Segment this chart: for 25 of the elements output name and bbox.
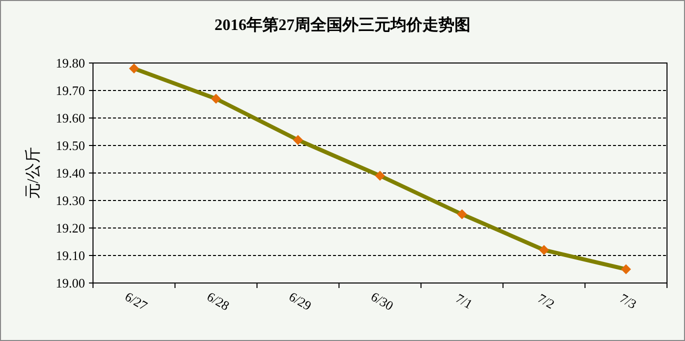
x-tick-label: 6/30 xyxy=(368,288,396,314)
chart-title: 2016年第27周全国外三元均价走势图 xyxy=(214,16,470,34)
x-tick-label: 7/2 xyxy=(535,290,558,312)
y-tick-label: 19.10 xyxy=(56,248,85,263)
y-tick-label: 19.70 xyxy=(56,83,85,98)
x-tick-label: 7/3 xyxy=(617,290,640,312)
y-tick-label: 19.20 xyxy=(56,220,85,236)
point xyxy=(539,245,549,255)
point xyxy=(211,94,221,104)
x-tick-label: 6/28 xyxy=(204,288,232,314)
y-tick-label: 19.40 xyxy=(56,166,85,180)
y-tick-label: 19.50 xyxy=(56,138,85,153)
point xyxy=(129,64,139,74)
x-tick-label: 6/27 xyxy=(122,288,150,314)
y-tick-label: 19.60 xyxy=(56,110,85,126)
point xyxy=(293,135,303,145)
point xyxy=(375,170,385,181)
x-tick-label: 7/1 xyxy=(453,290,476,312)
point xyxy=(457,209,467,220)
y-tick-label: 19.80 xyxy=(56,56,85,70)
y-axis-title: 元/公斤 xyxy=(24,146,42,200)
point xyxy=(621,264,631,274)
y-tick-label: 19.30 xyxy=(56,193,85,208)
x-tick-label: 6/29 xyxy=(286,288,314,314)
y-tick-label: 19.00 xyxy=(56,276,85,290)
